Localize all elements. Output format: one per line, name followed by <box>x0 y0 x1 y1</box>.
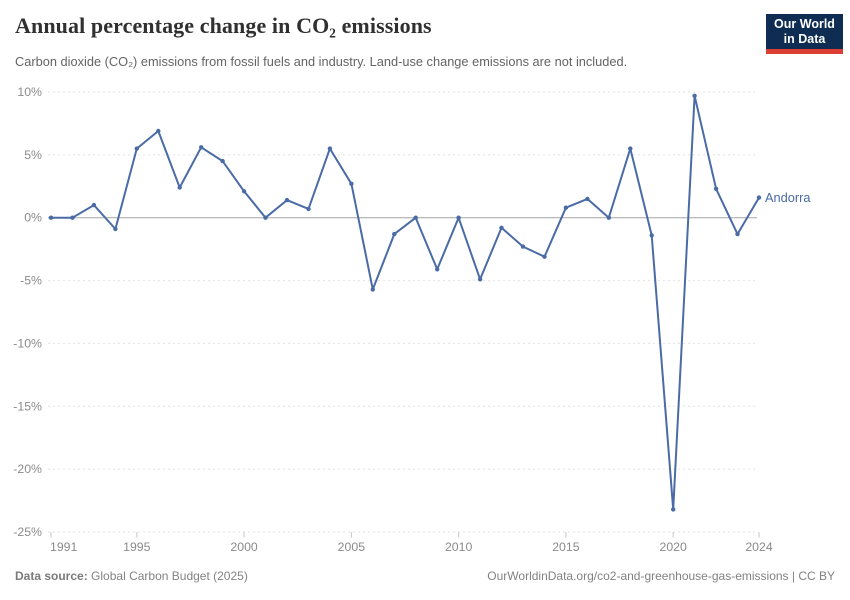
y-axis-label--20: -20% <box>13 462 42 476</box>
data-point-1993[interactable] <box>91 202 97 208</box>
data-point-1994[interactable] <box>113 226 118 232</box>
x-axis-label-2010: 2010 <box>445 540 473 554</box>
y-axis-label--5: -5% <box>20 274 42 288</box>
data-point-2013[interactable] <box>520 244 526 249</box>
data-source-label: Data source: <box>15 569 88 583</box>
attribution-link[interactable]: OurWorldinData.org/co2-and-greenhouse-ga… <box>487 569 835 583</box>
data-point-2016[interactable] <box>585 196 590 202</box>
x-axis-label-1991: 1991 <box>50 540 78 554</box>
data-point-1996[interactable] <box>156 128 161 134</box>
owid-logo-line2: in Data <box>783 31 826 46</box>
data-point-1998[interactable] <box>199 145 204 150</box>
data-point-2004[interactable] <box>327 146 333 151</box>
y-axis-label--25: -25% <box>13 525 42 539</box>
data-point-2020[interactable] <box>671 507 676 512</box>
data-point-2001[interactable] <box>263 215 268 220</box>
data-point-2008[interactable] <box>413 215 418 220</box>
data-point-2017[interactable] <box>606 215 611 220</box>
y-axis-label-5: 5% <box>24 148 42 162</box>
data-point-1992[interactable] <box>70 215 75 220</box>
x-axis-label-2005: 2005 <box>338 540 366 554</box>
data-point-2019[interactable] <box>649 233 654 238</box>
data-point-2002[interactable] <box>284 197 290 203</box>
data-point-2021[interactable] <box>692 93 697 99</box>
x-axis-label-1995: 1995 <box>123 540 151 554</box>
data-point-2010[interactable] <box>456 215 461 220</box>
y-axis-label-0: 0% <box>24 211 42 225</box>
data-point-2015[interactable] <box>563 205 569 210</box>
data-point-2022[interactable] <box>713 186 719 191</box>
data-point-2011[interactable] <box>477 277 483 282</box>
data-point-2006[interactable] <box>370 287 375 292</box>
data-point-2012[interactable] <box>499 225 504 230</box>
data-source-value[interactable]: Global Carbon Budget (2025) <box>91 569 248 583</box>
x-axis-label-2015: 2015 <box>552 540 580 554</box>
data-point-2007[interactable] <box>392 231 397 237</box>
data-point-2000[interactable] <box>241 189 247 194</box>
data-point-1997[interactable] <box>177 185 182 190</box>
y-axis-label--15: -15% <box>13 399 42 413</box>
chart-title: Annual percentage change in CO₂ emission… <box>15 13 432 38</box>
data-point-2024[interactable] <box>756 195 762 200</box>
data-point-2009[interactable] <box>435 267 440 272</box>
series-line-andorra[interactable] <box>50 94 760 511</box>
data-source: Data source: Global Carbon Budget (2025) <box>15 569 248 583</box>
series-end-label[interactable]: Andorra <box>765 190 811 205</box>
x-axis-label-2000: 2000 <box>230 540 258 554</box>
data-point-1995[interactable] <box>134 146 139 151</box>
data-point-1991[interactable] <box>48 215 54 220</box>
data-point-2023[interactable] <box>735 231 740 237</box>
y-axis-label-10: 10% <box>17 85 42 99</box>
data-point-2018[interactable] <box>628 146 633 151</box>
x-axis-label-2024: 2024 <box>745 540 773 554</box>
data-point-2005[interactable] <box>349 181 354 186</box>
data-point-2014[interactable] <box>542 254 547 259</box>
owid-logo[interactable]: Our World in Data <box>766 14 843 54</box>
chart-footer: Data source: Global Carbon Budget (2025)… <box>15 569 835 583</box>
data-point-2003[interactable] <box>306 206 311 212</box>
data-point-1999[interactable] <box>220 158 225 164</box>
y-axis-label--10: -10% <box>13 336 42 350</box>
chart-subtitle: Carbon dioxide (CO₂) emissions from foss… <box>15 54 628 69</box>
x-axis-label-2020: 2020 <box>660 540 688 554</box>
owid-logo-line1: Our World <box>774 16 835 31</box>
